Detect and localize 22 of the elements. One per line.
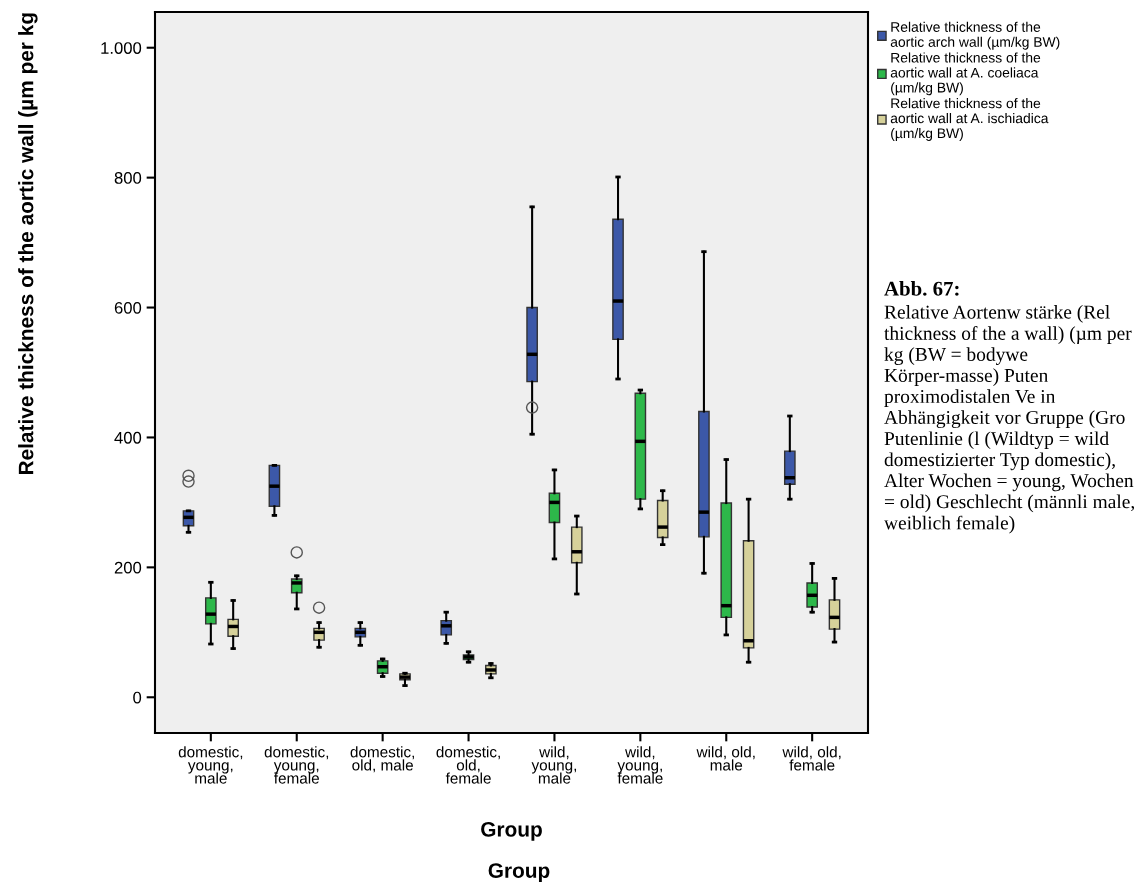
y-tick-label: 0 (133, 691, 142, 704)
text: Group (488, 863, 550, 882)
x-tick-label: wild, young, male (531, 746, 577, 784)
x-tick-label: domestic, young, female (264, 746, 329, 784)
y-tick-label: 200 (114, 561, 142, 574)
y-axis-title: Relative thickness of the aortic wall (µm per kg (18, 13, 38, 475)
legend-label: Relative thickness of the aortic wall at A. ischiadica (µm/kg BW) (890, 98, 1049, 141)
x-tick-label: domestic, old, female (436, 746, 500, 784)
y-tick-label: 800 (114, 172, 142, 184)
x-tick-label: wild, old, male (696, 746, 755, 771)
x-tick-label: wild, old, female (782, 746, 841, 771)
legend-label: Relative thickness of the aortic arch wall (µm/kg BW) (890, 21, 1060, 50)
x-tick-label: wild, young, female (617, 746, 663, 784)
x-tick-label: domestic, young, male (178, 746, 243, 784)
x-tick-label: domestic, old, male (350, 746, 414, 773)
y-tick-label: 600 (114, 301, 142, 314)
x-axis-title: Group (481, 821, 542, 841)
caption: Abb. 67: (884, 281, 959, 296)
legend-label: Relative thickness of the aortic wall at A. coeliaca (µm/kg BW) (890, 52, 1041, 96)
text: Relative Aortenw stärke (Rel thickness of the a wall) (µm per kg (BW = bodywe Körper-masse) Puten proximodistalen Ve in Abhängigkeit vor Gruppe (Gro Putenlinie (l (Wildtyp = wild domestizierter Typ domestic), Alter Wochen = young, Wochen = old) Geschlecht (männli male, weiblich female) (884, 305, 1135, 534)
y-tick-label: 400 (114, 431, 142, 444)
y-tick-label: 1.000 (101, 42, 142, 54)
